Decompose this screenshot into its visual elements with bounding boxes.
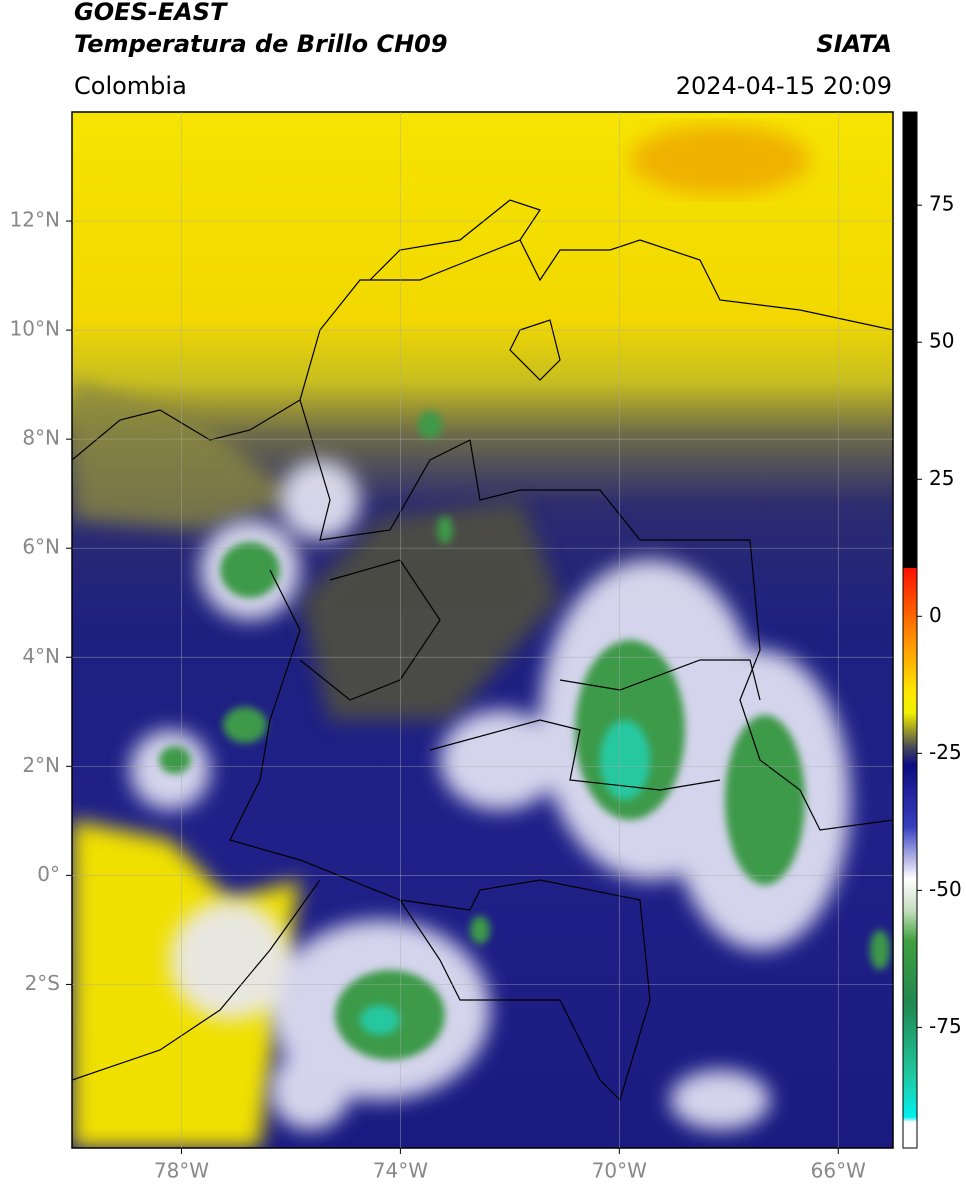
map-frame [71, 111, 894, 1149]
y-tick-label: 12°N [10, 208, 60, 232]
colorbar-tick-label: 0 [929, 603, 942, 627]
header: GOES-EAST Temperatura de Brillo CH09 SIA… [74, 0, 892, 100]
colorbar-tick-label: -75 [929, 1014, 962, 1038]
colorbar [902, 111, 918, 1149]
subtitle: Temperatura de Brillo CH09 [74, 30, 448, 58]
colorbar-tick-label: 25 [929, 466, 954, 490]
colorbar-tick-label: -50 [929, 877, 962, 901]
y-tick-label: 8°N [22, 426, 60, 450]
x-tick-label: 70°W [592, 1159, 647, 1183]
y-tick-label: 2°N [22, 753, 60, 777]
timestamp: 2024-04-15 20:09 [676, 72, 892, 100]
y-tick-label: 6°N [22, 535, 60, 559]
y-tick-label: 4°N [22, 644, 60, 668]
colorbar-tick-label: 50 [929, 329, 954, 353]
source: SIATA [816, 30, 892, 58]
title: GOES-EAST [74, 0, 228, 26]
y-tick-label: 0° [37, 862, 60, 886]
x-tick-label: 74°W [373, 1159, 428, 1183]
colorbar-tick-label: 75 [929, 192, 954, 216]
satellite-image [72, 112, 893, 1148]
x-tick-label: 66°W [811, 1159, 866, 1183]
x-tick-label: 78°W [154, 1159, 209, 1183]
axes: 78°W 74°W 70°W 66°W 12°N 10°N 8°N 6°N 4°N 2°N 0° 2°… [10, 112, 962, 1183]
colorbar-tick-label: -25 [929, 740, 962, 764]
y-tick-label: 10°N [10, 317, 60, 341]
region: Colombia [74, 72, 187, 100]
y-tick-label: 2°S [25, 971, 60, 995]
